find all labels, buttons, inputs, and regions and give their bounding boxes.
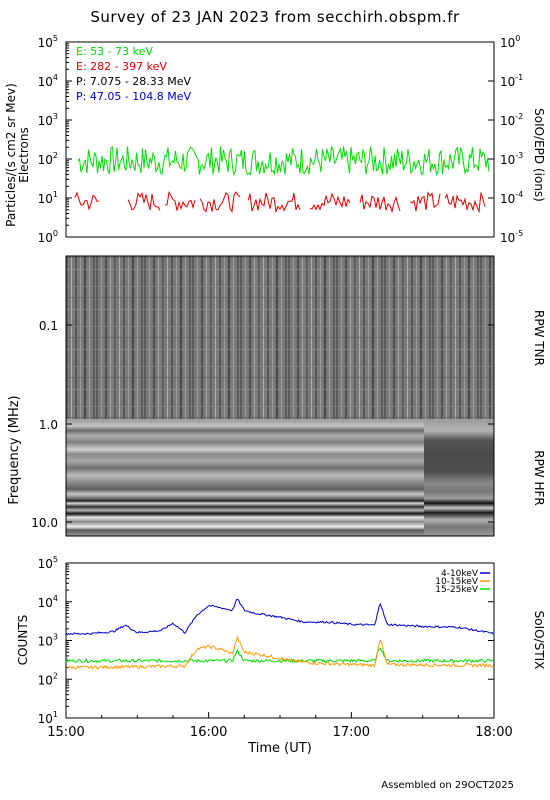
stix-series-4-10keV: [65, 598, 494, 636]
stix-legend-label: 4-10keV: [441, 569, 479, 579]
epd-series-electrons-282-397-segment: [359, 194, 401, 214]
stix-series-15-25keV: [65, 647, 494, 664]
x-tick-label: 17:00: [333, 725, 370, 740]
epd-y-tick-label: 104: [38, 73, 58, 89]
epd-left-y-axis: 100 101 102 103 104 105: [38, 34, 72, 245]
epd-y-tick-label: 100: [38, 229, 58, 245]
stix-y-tick-label: 103: [38, 633, 58, 649]
stix-x-axis: 15:00 16:00 17:00 18:00: [47, 712, 513, 740]
epd-y-tick-label: 101: [38, 190, 58, 206]
stix-y-tick-label: 105: [38, 555, 58, 571]
epd-series-electrons-282-397-segment: [409, 191, 441, 212]
epd-series-group: [74, 145, 490, 214]
page-title: Survey of 23 JAN 2023 from secchirh.obsp…: [90, 8, 460, 26]
epd-series-electrons-53-73: [77, 145, 490, 177]
epd-right-label: SoIO/EPD (ions): [532, 108, 546, 202]
epd-series-electrons-282-397-segment: [444, 192, 486, 214]
hfr-spectrogram-late: [424, 419, 494, 536]
epd-plot-frame: [65, 41, 495, 238]
epd-y2-tick-label: 10-3: [500, 151, 523, 167]
epd-y2-tick-label: 100: [500, 34, 520, 50]
epd-series-electrons-282-397-segment: [74, 191, 99, 211]
rpw-y-axis-label: Frequency (MHz): [7, 395, 22, 504]
epd-y2-tick-label: 10-2: [500, 112, 523, 128]
stix-y-tick-label: 104: [38, 594, 58, 610]
hfr-spectrogram-main: [66, 419, 424, 536]
rpw-tnr-label: RPW TNR: [532, 310, 546, 366]
epd-legend-entry: E: 282 - 397 keV: [76, 60, 167, 73]
rpw-plot-frame: [65, 255, 495, 537]
stix-y-axis-label: COUNTS: [16, 615, 30, 666]
epd-series-electrons-282-397-segment: [247, 192, 301, 214]
tnr-spectrogram: [66, 256, 494, 419]
stix-series-10-15keV: [66, 635, 494, 670]
epd-right-y-axis: 10-5 10-4 10-3 10-2 10-1 100: [488, 34, 523, 245]
stix-plot-frame: [65, 562, 495, 719]
epd-legend-entry: E: 53 - 73 keV: [76, 45, 153, 58]
epd-y2-tick-label: 10-1: [500, 73, 523, 89]
x-tick-label: 15:00: [47, 725, 84, 740]
rpw-y-axis: 0.1 1.0 10.0: [31, 319, 494, 530]
stix-right-label: SoIO/STIX: [532, 611, 546, 670]
epd-y-tick-label: 102: [38, 151, 58, 167]
stix-legend-label: 10-15keV: [435, 577, 479, 587]
epd-legend-entry: P: 47.05 - 104.8 MeV: [76, 90, 192, 103]
rpw-y-tick-label: 0.1: [39, 319, 58, 333]
epd-y2-tick-label: 10-5: [500, 229, 523, 245]
x-tick-label: 18:00: [475, 725, 512, 740]
footer-assembled: Assembled on 29OCT2025: [381, 780, 514, 791]
epd-series-electrons-282-397-segment: [310, 192, 351, 211]
rpw-y-tick-label: 10.0: [31, 516, 58, 530]
rpw-y-tick-label: 1.0: [39, 418, 58, 432]
epd-y-tick-label: 103: [38, 112, 58, 128]
stix-y-tick-label: 102: [38, 671, 58, 687]
stix-legend-label: 15-25keV: [435, 585, 479, 595]
epd-legend: E: 53 - 73 keV E: 282 - 397 keV P: 7.075 -…: [76, 45, 192, 103]
x-axis-label: Time (UT): [247, 741, 312, 756]
rpw-hfr-label: RPW HFR: [532, 450, 546, 506]
stix-y-axis: 101 102 103 104 105: [38, 555, 494, 726]
x-tick-label: 16:00: [190, 725, 227, 740]
epd-legend-entry: P: 7.075 - 28.33 MeV: [76, 75, 192, 88]
epd-series-electrons-282-397-segment: [199, 191, 241, 213]
stix-y-tick-label: 101: [38, 710, 58, 726]
epd-series-electrons-282-397-segment: [127, 192, 161, 211]
epd-y2-tick-label: 10-4: [500, 190, 523, 206]
epd-y-axis-label: Particles/(s cm2 sr Mev): [4, 83, 18, 227]
epd-y-tick-label: 105: [38, 34, 58, 50]
epd-series-electrons-282-397-segment: [164, 191, 196, 211]
epd-y-axis-sublabel: Electrons: [17, 127, 31, 182]
stix-series-group: [65, 598, 494, 670]
